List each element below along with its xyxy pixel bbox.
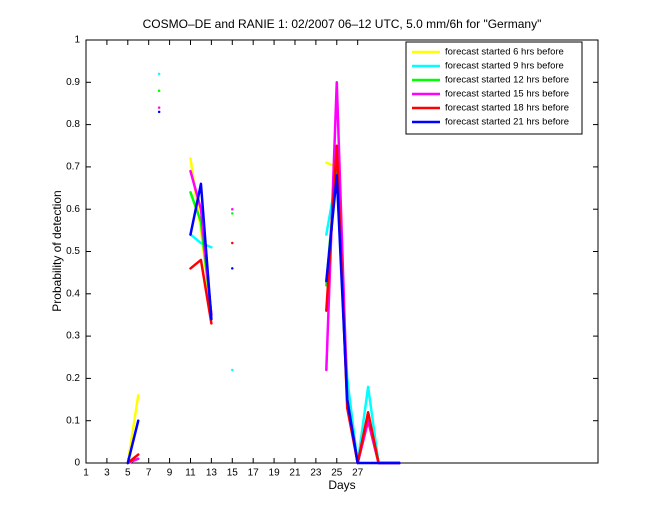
y-tick-label: 0.4	[66, 288, 80, 299]
x-tick-label: 3	[104, 468, 110, 479]
y-tick-label: 0	[74, 458, 80, 469]
x-tick-label: 21	[289, 468, 301, 479]
y-tick-label: 0.5	[66, 246, 80, 257]
x-tick-label: 25	[331, 468, 343, 479]
series-line	[126, 110, 401, 465]
y-tick-label: 0.2	[66, 373, 80, 384]
legend-label: forecast started 12 hrs before	[445, 75, 569, 86]
y-tick-label: 0.7	[66, 162, 80, 173]
x-axis-label: Days	[328, 478, 355, 492]
x-tick-label: 1	[83, 468, 89, 479]
legend-label: forecast started 21 hrs before	[445, 117, 569, 128]
y-tick-label: 0.9	[66, 77, 80, 88]
legend-label: forecast started 9 hrs before	[445, 61, 564, 72]
legend-box	[405, 41, 583, 135]
series-line	[126, 144, 401, 465]
x-tick-label: 5	[125, 468, 131, 479]
legend-label: forecast started 15 hrs before	[445, 89, 569, 100]
y-tick-label: 0.6	[66, 204, 80, 215]
y-tick-label: 0.1	[66, 415, 80, 426]
x-tick-label: 27	[352, 468, 364, 479]
y-axis-label: Probability of detection	[50, 190, 64, 311]
x-tick-label: 7	[146, 468, 152, 479]
y-tick-label: 0.3	[66, 331, 80, 342]
y-tick-label: 0.8	[66, 119, 80, 130]
x-tick-label: 9	[167, 468, 173, 479]
x-tick-label: 19	[269, 468, 281, 479]
x-tick-label: 15	[227, 468, 239, 479]
x-tick-label: 11	[185, 468, 196, 479]
x-tick-label: 17	[248, 468, 260, 479]
y-tick-label: 1	[74, 35, 80, 46]
legend-label: forecast started 18 hrs before	[445, 103, 569, 114]
x-tick-label: 23	[310, 468, 322, 479]
x-tick-label: 13	[206, 468, 218, 479]
series-line	[126, 81, 401, 465]
chart-title: COSMO–DE and RANIE 1: 02/2007 06–12 UTC,…	[143, 17, 542, 31]
legend-label: forecast started 6 hrs before	[445, 47, 564, 58]
